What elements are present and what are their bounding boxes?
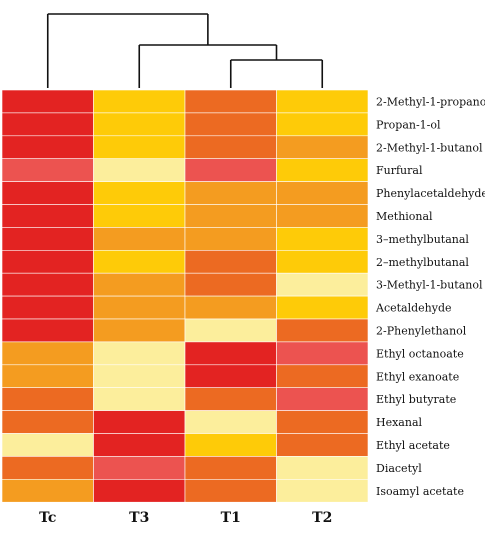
heatmap-cell-propan-1-ol-t3	[93, 112, 186, 137]
heatmap-cell-2-methyl-1-butanol-t1	[184, 135, 277, 160]
heatmap-cell-hexanal-t2	[276, 410, 369, 434]
heatmap-cell-ethyl-butyrate-t1	[184, 387, 277, 411]
column-labels: Tc T3 T1 T2	[39, 510, 332, 526]
heatmap-cell-2-methyl-1-propanol-t3	[93, 89, 186, 114]
heatmap-cell-2-methylbutanal-tc	[1, 250, 94, 274]
row-label-ethyl-octanoate: Ethyl octanoate	[376, 347, 464, 360]
heatmap-cell-methional-tc	[1, 204, 94, 228]
heatmap-cell-methional-t1	[184, 204, 277, 228]
heatmap-cell-2-phenylethanol-tc	[1, 318, 94, 343]
heatmap-cell-isoamyl-acetate-t3	[93, 478, 186, 503]
row-label-ethyl-acetate: Ethyl acetate	[376, 439, 450, 452]
heatmap-cell-furfural-t1	[184, 158, 277, 182]
row-label-methional: Methional	[376, 210, 433, 223]
heatmap-cell-phenylacetaldehyde-tc	[1, 181, 94, 205]
heatmap-cell-2-methyl-1-propanol-t2	[276, 89, 369, 114]
heatmap-cell-propan-1-ol-t1	[184, 112, 277, 137]
row-label-ethyl-butyrate: Ethyl butyrate	[376, 393, 456, 406]
heatmap-cell-ethyl-exanoate-t2	[276, 364, 369, 388]
heatmap-cell-hexanal-t1	[184, 410, 277, 434]
heatmap-cell-ethyl-octanoate-tc	[1, 341, 94, 366]
heatmap-cell-ethyl-acetate-t1	[184, 433, 277, 457]
heatmap-cell-hexanal-tc	[1, 410, 94, 434]
heatmap-cell-ethyl-butyrate-t2	[276, 387, 369, 411]
heatmap-cell-ethyl-exanoate-tc	[1, 364, 94, 388]
heatmap-cell-acetaldehyde-tc	[1, 295, 94, 320]
row-label-2-methylbutanal: 2–methylbutanal	[376, 256, 469, 269]
heatmap-cell-hexanal-t3	[93, 410, 186, 434]
heatmap-cell-ethyl-exanoate-t3	[93, 364, 186, 388]
heatmap-cell-ethyl-butyrate-t3	[93, 387, 186, 411]
heatmap-cell-ethyl-acetate-tc	[1, 433, 94, 457]
row-label-furfural: Furfural	[376, 164, 423, 177]
row-label-diacetyl: Diacetyl	[376, 462, 422, 475]
row-label-2-methyl-1-propanol: 2-Methyl-1-propanol	[376, 95, 485, 108]
heatmap-cell-diacetyl-t1	[184, 456, 277, 480]
heatmap-cell-furfural-tc	[1, 158, 94, 182]
heatmap-cell-2-methyl-1-propanol-t1	[184, 89, 277, 114]
row-label-phenylacetaldehyde: Phenylacetaldehyde	[376, 187, 485, 200]
row-label-ethyl-exanoate: Ethyl exanoate	[376, 370, 459, 383]
heatmap-cell-phenylacetaldehyde-t3	[93, 181, 186, 205]
heatmap-cell-methional-t2	[276, 204, 369, 228]
heatmap-cell-furfural-t3	[93, 158, 186, 182]
heatmap-cell-acetaldehyde-t2	[276, 295, 369, 320]
heatmap-cell-3-methylbutanal-t3	[93, 227, 186, 251]
heatmap-cell-2-methylbutanal-t2	[276, 250, 369, 274]
heatmap-cell-2-methyl-1-butanol-t2	[276, 135, 369, 160]
heatmap-cell-acetaldehyde-t3	[93, 295, 186, 320]
row-label-2-methyl-1-butanol: 2-Methyl-1-butanol	[376, 141, 483, 154]
heatmap-cell-furfural-t2	[276, 158, 369, 182]
heatmap-cell-diacetyl-tc	[1, 456, 94, 480]
heatmap-cell-ethyl-acetate-t3	[93, 433, 186, 457]
heatmap-cell-ethyl-exanoate-t1	[184, 364, 277, 388]
row-label-acetaldehyde: Acetaldehyde	[375, 302, 452, 315]
row-label-2-phenylethanol: 2-Phenylethanol	[376, 324, 467, 337]
row-label-propan-1-ol: Propan-1-ol	[376, 118, 441, 131]
heatmap-cell-diacetyl-t3	[93, 456, 186, 480]
heatmap-cell-propan-1-ol-tc	[1, 112, 94, 137]
heatmap-cell-acetaldehyde-t1	[184, 295, 277, 320]
heatmap-cell-3-methylbutanal-t2	[276, 227, 369, 251]
heatmap-cell-3-methyl-1-butanol-t2	[276, 272, 369, 297]
column-label-t1: T1	[221, 510, 241, 526]
heatmap-cell-2-phenylethanol-t2	[276, 318, 369, 343]
heatmap-cell-2-phenylethanol-t3	[93, 318, 186, 343]
heatmap-cell-methional-t3	[93, 204, 186, 228]
heatmap-cell-3-methylbutanal-tc	[1, 227, 94, 251]
heatmap-cell-phenylacetaldehyde-t1	[184, 181, 277, 205]
heatmap-cell-2-methyl-1-butanol-t3	[93, 135, 186, 160]
column-label-tc: Tc	[39, 510, 56, 526]
heatmap-cell-ethyl-octanoate-t1	[184, 341, 277, 366]
heatmap-cell-diacetyl-t2	[276, 456, 369, 480]
heatmap-cell-isoamyl-acetate-t1	[184, 478, 277, 503]
heatmap-cell-isoamyl-acetate-t2	[276, 478, 369, 503]
heatmap-cell-isoamyl-acetate-tc	[1, 478, 94, 503]
heatmap-cell-2-methyl-1-propanol-tc	[1, 89, 94, 114]
column-label-t3: T3	[129, 510, 149, 526]
heatmap-cell-2-phenylethanol-t1	[184, 318, 277, 343]
row-labels: 2-Methyl-1-propanol Propan-1-ol 2-Methyl-1…	[375, 95, 485, 497]
heatmap-cell-propan-1-ol-t2	[276, 112, 369, 137]
row-label-3-methyl-1-butanol: 3-Methyl-1-butanol	[376, 279, 483, 292]
row-label-hexanal: Hexanal	[376, 416, 423, 429]
heatmap-cell-ethyl-acetate-t2	[276, 433, 369, 457]
heatmap-cell-3-methyl-1-butanol-tc	[1, 272, 94, 297]
row-label-isoamyl-acetate: Isoamyl acetate	[376, 485, 464, 498]
heatmap-cell-2-methylbutanal-t1	[184, 250, 277, 274]
heatmap-cell-3-methylbutanal-t1	[184, 227, 277, 251]
heatmap-cell-phenylacetaldehyde-t2	[276, 181, 369, 205]
dendrogram	[46, 13, 324, 88]
heatmap-cells	[1, 89, 369, 503]
heatmap-cell-ethyl-octanoate-t2	[276, 341, 369, 366]
heatmap-cell-ethyl-butyrate-tc	[1, 387, 94, 411]
heatmap-cell-ethyl-octanoate-t3	[93, 341, 186, 366]
column-label-t2: T2	[312, 510, 332, 526]
heatmap-cell-2-methylbutanal-t3	[93, 250, 186, 274]
heatmap-cell-2-methyl-1-butanol-tc	[1, 135, 94, 160]
heatmap-cell-3-methyl-1-butanol-t3	[93, 272, 186, 297]
heatmap-cell-3-methyl-1-butanol-t1	[184, 272, 277, 297]
row-label-3-methylbutanal: 3–methylbutanal	[376, 233, 469, 246]
